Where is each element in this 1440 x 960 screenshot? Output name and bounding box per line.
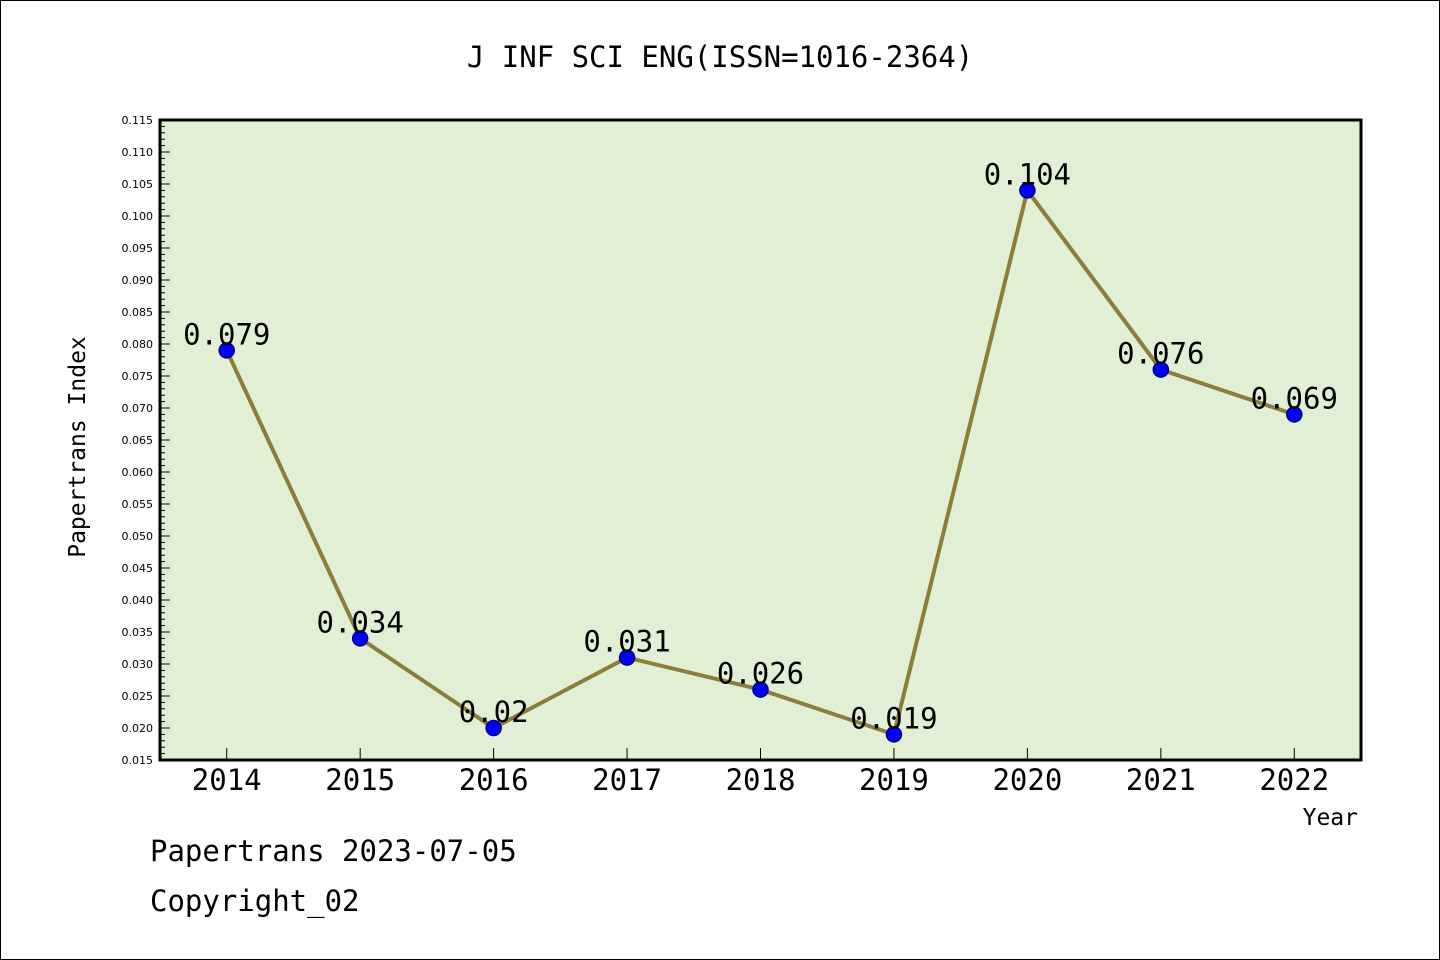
data-label: 0.069 xyxy=(1251,381,1338,415)
y-tick-label: 0.095 xyxy=(122,242,154,255)
y-tick-label: 0.035 xyxy=(122,626,154,639)
y-tick-label: 0.065 xyxy=(122,434,154,447)
y-tick-label: 0.015 xyxy=(122,754,154,767)
y-tick-label: 0.020 xyxy=(122,722,154,735)
y-axis-label: Papertrans Index xyxy=(65,336,91,558)
data-point xyxy=(351,630,369,647)
y-tick-label: 0.085 xyxy=(122,306,154,319)
data-label: 0.02 xyxy=(459,695,529,729)
data-label: 0.076 xyxy=(1117,337,1204,371)
x-tick-label: 2022 xyxy=(1259,763,1329,797)
data-point xyxy=(1019,182,1036,199)
x-axis-label: Year xyxy=(1303,805,1358,831)
data-point xyxy=(1286,406,1303,423)
data-label: 0.031 xyxy=(583,625,670,659)
y-tick-label: 0.090 xyxy=(122,274,154,287)
x-tick-label: 2019 xyxy=(859,763,929,797)
x-tick-label: 2016 xyxy=(459,763,529,797)
y-tick-label: 0.060 xyxy=(122,466,154,479)
plot-border xyxy=(158,118,1363,762)
data-point xyxy=(1152,361,1170,378)
plot-area: 0.015 0.020 0.025 0.030 0.035 0.040 0.045 0.050… xyxy=(122,114,1363,797)
data-label: 0.034 xyxy=(317,605,404,639)
y-tick-label: 0.050 xyxy=(122,530,154,543)
plot-background xyxy=(160,120,1361,760)
footer-date-text: Papertrans 2023-07-05 xyxy=(150,834,517,868)
x-tick-label: 2015 xyxy=(325,763,395,797)
y-tick-label: 0.070 xyxy=(122,402,154,415)
data-point xyxy=(618,649,636,666)
data-point xyxy=(485,719,502,737)
y-tick-label: 0.115 xyxy=(122,114,154,127)
footer-copyright-text: Copyright_02 xyxy=(150,884,360,918)
x-tick-label: 2017 xyxy=(592,763,662,797)
data-label: 0.104 xyxy=(984,157,1071,191)
x-tick-label: 2018 xyxy=(726,763,796,797)
y-tick-label: 0.075 xyxy=(122,370,154,383)
y-tick-label: 0.110 xyxy=(122,146,154,159)
chart-title: J INF SCI ENG(ISSN=1016-2364) xyxy=(467,40,973,74)
data-point xyxy=(752,681,769,698)
x-tick-label: 2014 xyxy=(192,763,262,797)
data-point xyxy=(885,726,903,743)
y-tick-label: 0.100 xyxy=(122,210,154,223)
data-label: 0.079 xyxy=(183,317,270,351)
y-tick-label: 0.040 xyxy=(122,594,154,607)
data-label: 0.019 xyxy=(850,701,937,735)
y-tick-label: 0.105 xyxy=(122,178,154,191)
x-tick-label: 2020 xyxy=(992,763,1062,797)
y-tick-label: 0.045 xyxy=(122,562,154,575)
y-tick-label: 0.030 xyxy=(122,658,154,671)
y-tick-label: 0.080 xyxy=(122,338,154,351)
y-tick-label: 0.055 xyxy=(122,498,154,511)
x-tick-label: 2021 xyxy=(1126,763,1196,797)
data-point xyxy=(218,342,235,359)
y-tick-label: 0.025 xyxy=(122,690,154,703)
data-label: 0.026 xyxy=(717,657,804,691)
